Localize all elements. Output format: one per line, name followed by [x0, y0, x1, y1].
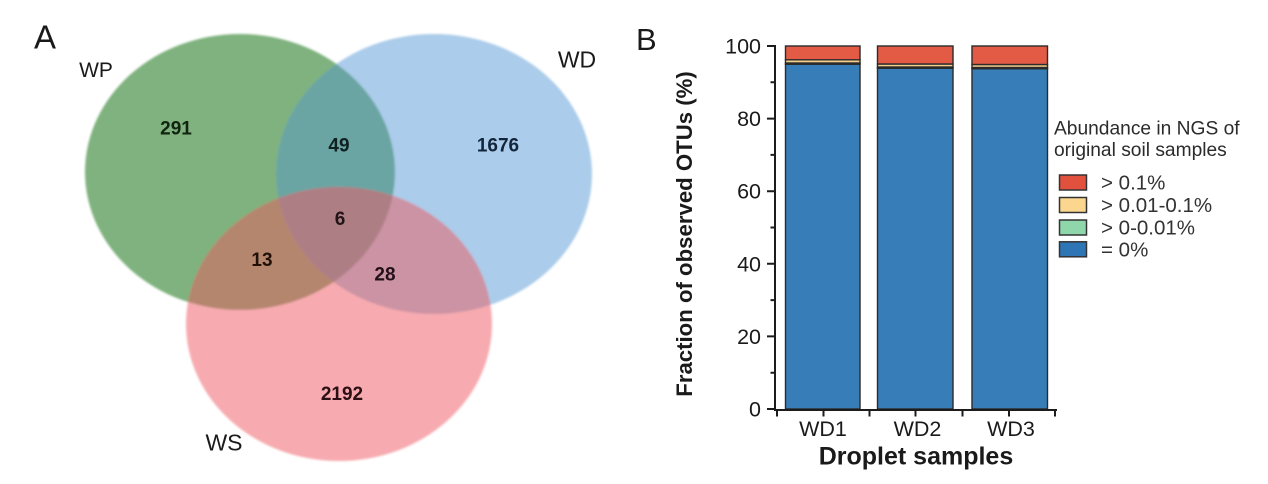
- svg-text:80: 80: [737, 107, 761, 131]
- svg-text:> 0.1%: > 0.1%: [1101, 172, 1165, 195]
- svg-text:0: 0: [749, 398, 761, 422]
- svg-text:20: 20: [737, 325, 761, 349]
- svg-text:291: 291: [160, 119, 192, 140]
- svg-text:28: 28: [374, 265, 395, 286]
- svg-text:6: 6: [335, 209, 346, 230]
- svg-text:WD2: WD2: [894, 417, 942, 441]
- svg-text:WD1: WD1: [799, 417, 847, 441]
- svg-text:60: 60: [737, 180, 761, 204]
- svg-text:A: A: [34, 19, 56, 56]
- svg-text:> 0.01-0.1%: > 0.01-0.1%: [1101, 194, 1212, 217]
- svg-text:Droplet samples: Droplet samples: [819, 443, 1014, 471]
- svg-text:WD3: WD3: [987, 417, 1035, 441]
- svg-text:WD: WD: [558, 47, 596, 73]
- svg-text:100: 100: [725, 35, 761, 59]
- svg-text:WS: WS: [205, 430, 242, 456]
- svg-text:1676: 1676: [477, 136, 519, 157]
- svg-text:B: B: [636, 22, 657, 57]
- svg-text:Abundance in NGS of: Abundance in NGS of: [1054, 119, 1240, 140]
- svg-text:49: 49: [328, 136, 349, 157]
- svg-text:2192: 2192: [321, 384, 363, 405]
- svg-text:original soil samples: original soil samples: [1054, 140, 1227, 161]
- svg-text:WP: WP: [79, 59, 113, 82]
- svg-text:Fraction of observed OTUs (%): Fraction of observed OTUs (%): [672, 71, 697, 396]
- svg-text:40: 40: [737, 252, 761, 276]
- svg-text:13: 13: [251, 250, 272, 271]
- svg-text:> 0-0.01%: > 0-0.01%: [1101, 217, 1195, 240]
- svg-text:= 0%: = 0%: [1101, 238, 1148, 261]
